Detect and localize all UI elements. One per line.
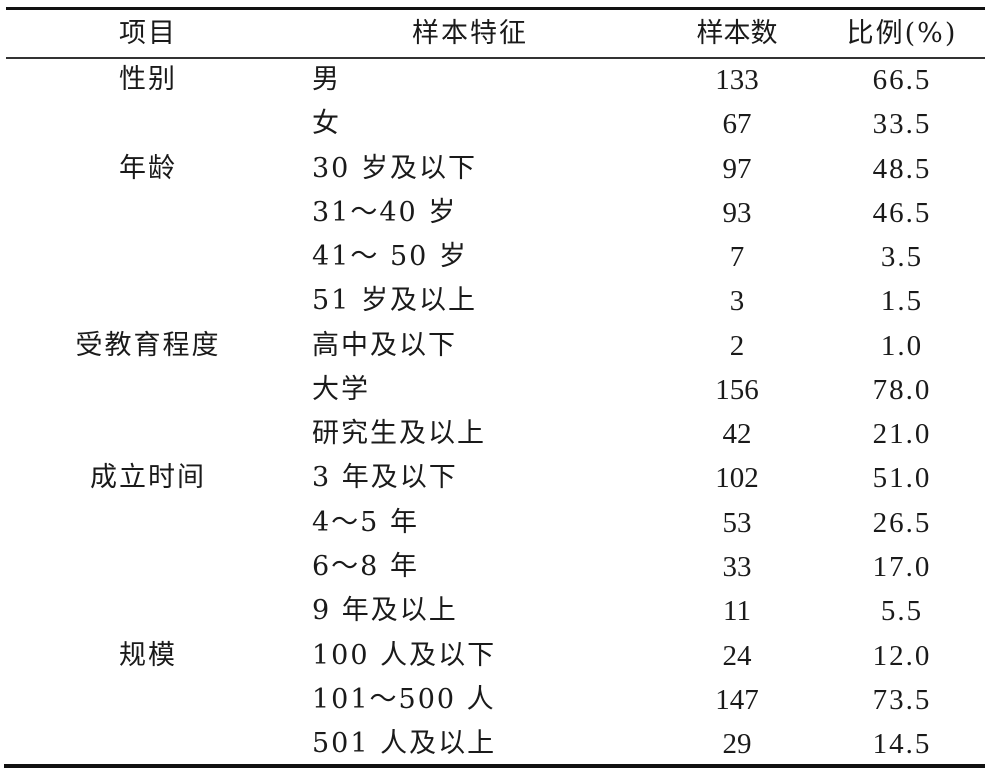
cell-count: 7 <box>729 241 745 274</box>
header-item: 项目 <box>119 18 177 49</box>
cell-ratio: 12.0 <box>872 639 932 672</box>
cell-feature: 高中及以下 <box>312 329 457 361</box>
cell-feature: 4～5 年 <box>312 506 419 538</box>
cell-count: 29 <box>722 728 752 761</box>
cell-ratio: 17.0 <box>872 550 932 583</box>
table-header: 项目 样本特征 样本数 比例(%) <box>0 14 992 54</box>
cell-ratio: 3.5 <box>880 241 924 274</box>
table-row: 31～40 岁 93 46.5 <box>0 193 992 233</box>
header-feature: 样本特征 <box>412 18 528 49</box>
cell-group: 性别 <box>119 64 177 95</box>
cell-feature: 30 岁及以下 <box>312 152 477 184</box>
cell-feature: 100 人及以下 <box>312 639 497 671</box>
table-row: 51 岁及以上 3 1.5 <box>0 281 992 321</box>
table-row: 9 年及以上 11 5.5 <box>0 591 992 631</box>
cell-group: 规模 <box>119 639 177 671</box>
cell-feature: 31～40 岁 <box>312 196 458 228</box>
cell-ratio: 1.5 <box>880 285 924 318</box>
cell-count: 133 <box>715 64 759 96</box>
header-count: 样本数 <box>696 18 778 49</box>
cell-count: 42 <box>722 418 752 451</box>
cell-feature: 男 <box>312 64 341 95</box>
table-header-rule <box>6 57 985 59</box>
cell-feature: 101～500 人 <box>312 683 496 715</box>
cell-feature: 41～ 50 岁 <box>312 241 468 273</box>
cell-count: 93 <box>722 196 752 229</box>
cell-count: 33 <box>722 550 752 583</box>
cell-count: 2 <box>729 329 745 362</box>
cell-ratio: 66.5 <box>872 64 932 96</box>
cell-ratio: 21.0 <box>872 418 932 451</box>
cell-count: 156 <box>715 373 759 406</box>
table-row: 成立时间 3 年及以下 102 51.0 <box>0 458 992 498</box>
table-row: 501 人及以上 29 14.5 <box>0 724 992 764</box>
cell-count: 53 <box>722 506 752 539</box>
table-row: 6～8 年 33 17.0 <box>0 547 992 587</box>
table-row: 4～5 年 53 26.5 <box>0 503 992 543</box>
cell-ratio: 78.0 <box>872 373 932 406</box>
cell-feature: 女 <box>312 108 341 140</box>
table-row: 101～500 人 147 73.5 <box>0 680 992 720</box>
cell-ratio: 33.5 <box>872 108 932 141</box>
cell-ratio: 26.5 <box>872 506 932 539</box>
cell-count: 67 <box>722 108 752 141</box>
cell-ratio: 1.0 <box>880 329 924 362</box>
cell-ratio: 5.5 <box>880 595 924 628</box>
table-row: 研究生及以上 42 21.0 <box>0 414 992 454</box>
cell-count: 97 <box>722 152 752 185</box>
table-row: 年龄 30 岁及以下 97 48.5 <box>0 149 992 189</box>
table-top-rule <box>6 7 985 10</box>
table-row: 41～ 50 岁 7 3.5 <box>0 237 992 277</box>
cell-count: 3 <box>729 285 745 318</box>
cell-feature: 研究生及以上 <box>312 418 486 450</box>
cell-ratio: 51.0 <box>872 462 932 495</box>
cell-feature: 6～8 年 <box>312 550 419 582</box>
cell-feature: 501 人及以上 <box>312 728 497 760</box>
cell-ratio: 46.5 <box>872 196 932 229</box>
cell-count: 102 <box>715 462 759 495</box>
cell-ratio: 73.5 <box>872 683 932 716</box>
cell-feature: 3 年及以下 <box>312 462 458 494</box>
table-row: 性别 男 133 66.5 <box>0 60 992 100</box>
cell-ratio: 14.5 <box>872 728 932 761</box>
table-bottom-rule <box>4 764 985 768</box>
cell-group: 年龄 <box>119 152 177 184</box>
table-row: 规模 100 人及以下 24 12.0 <box>0 636 992 676</box>
cell-count: 11 <box>723 595 751 628</box>
cell-feature: 大学 <box>312 373 370 405</box>
cell-count: 147 <box>715 683 759 716</box>
cell-group: 受教育程度 <box>75 329 221 361</box>
header-ratio: 比例(%) <box>846 18 958 49</box>
cell-ratio: 48.5 <box>872 152 932 185</box>
table-row: 大学 156 78.0 <box>0 370 992 410</box>
cell-feature: 51 岁及以上 <box>312 285 477 317</box>
cell-feature: 9 年及以上 <box>312 595 458 627</box>
table-row: 女 67 33.5 <box>0 104 992 144</box>
table-row: 受教育程度 高中及以下 2 1.0 <box>0 326 992 366</box>
cell-group: 成立时间 <box>90 462 206 494</box>
cell-count: 24 <box>722 639 752 672</box>
